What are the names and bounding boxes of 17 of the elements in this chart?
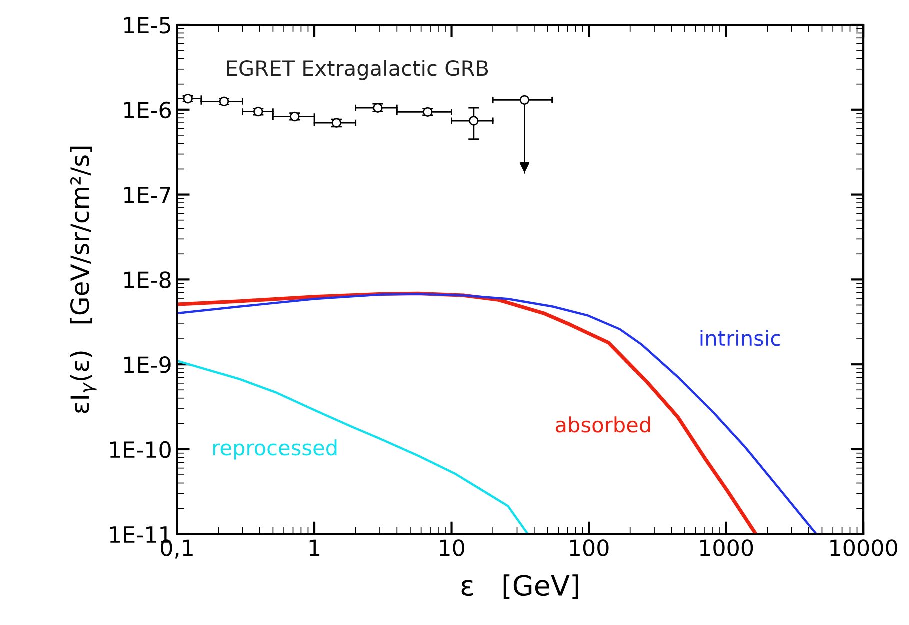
series-label: intrinsic — [700, 330, 780, 346]
annotation: EGRET Extragalactic GRB — [227, 60, 488, 80]
x-tick-label: 1000 — [700, 540, 754, 556]
x-axis-title: ε [GeV] — [462, 574, 578, 600]
y-tick-label: 1E-8 — [124, 272, 171, 288]
x-tick-label: 1 — [310, 540, 320, 556]
y-tick-label: 1E-5 — [124, 17, 170, 34]
y-tick-label: 1E-7 — [124, 187, 170, 204]
y-tick-label: 1E-10 — [110, 441, 171, 458]
y-tick-label: 1E-6 — [124, 102, 171, 119]
series-label: reprocessed — [213, 440, 337, 460]
x-tick-label: 10 — [440, 540, 464, 556]
x-tick-label: 100 — [570, 540, 609, 556]
x-tick-label: 10000 — [830, 540, 898, 556]
y-tick-label: 1E-9 — [124, 356, 171, 374]
series-label: absorbed — [556, 416, 650, 433]
y-axis-title: εI$_{γ}$(ε) [GeV/sr/cm²/s] — [70, 146, 97, 414]
